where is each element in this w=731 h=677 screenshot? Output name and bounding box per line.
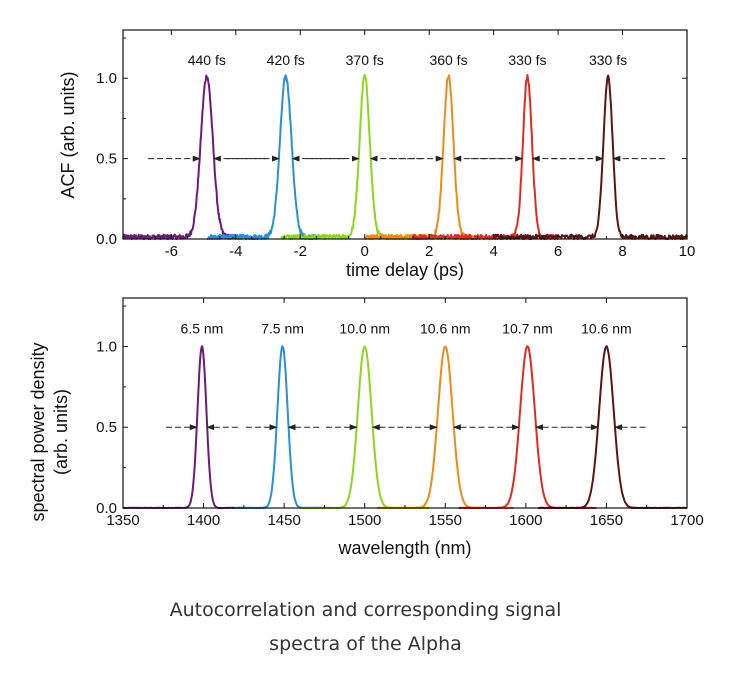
x-tick-label: 1400 — [187, 512, 220, 529]
peak-fwhm-label: 440 fs — [188, 52, 226, 68]
x-tick-label: 0 — [361, 243, 369, 260]
figure: 440 fs 420 fs 370 fs 360 fs 330 fs 330 fs -6-… — [28, 29, 704, 558]
peak-fwhm-label: 370 fs — [346, 52, 384, 68]
spectrum-x-axis-title: wavelength (nm) — [337, 538, 471, 558]
peak-fwhm-label: 7.5 nm — [261, 320, 304, 336]
peak-fwhm-label: 10.0 nm — [339, 320, 390, 336]
spectrum-axes: 1350 1400 1450 1500 1550 1600 1650 1700 0.0 0.5 1.… — [96, 297, 704, 529]
x-tick-label: 1600 — [509, 512, 542, 529]
x-tick-label: 1350 — [106, 512, 139, 529]
acf-peak-labels: 440 fs 420 fs 370 fs 360 fs 330 fs 330 fs — [188, 52, 627, 68]
x-tick-label: 10 — [679, 243, 696, 260]
x-tick-label: 1550 — [429, 512, 462, 529]
peak-fwhm-label: 330 fs — [508, 52, 546, 68]
spectrum-peak-labels: 6.5 nm 7.5 nm 10.0 nm 10.6 nm 10.7 nm 10.6 nm — [181, 320, 632, 336]
acf-x-axis-title: time delay (ps) — [346, 260, 464, 280]
spectrum-panel: 6.5 nm 7.5 nm 10.0 nm 10.6 nm 10.7 nm 10.6 nm… — [28, 297, 704, 558]
x-tick-label: -4 — [229, 243, 242, 260]
x-tick-label: -6 — [165, 243, 178, 260]
peak-fwhm-label: 10.6 nm — [581, 320, 632, 336]
spectrum-y-axis-title-line2: (arb. units) — [51, 389, 71, 475]
peak-fwhm-label: 330 fs — [589, 52, 627, 68]
peak-fwhm-label: 420 fs — [267, 52, 305, 68]
x-tick-label: 1450 — [267, 512, 300, 529]
series-line — [364, 74, 476, 240]
series-line — [537, 345, 688, 509]
x-tick-label: 8 — [618, 243, 626, 260]
x-tick-label: 1650 — [590, 512, 623, 529]
series-line — [412, 73, 560, 240]
y-tick-label: 1.0 — [96, 70, 117, 87]
spectrum-y-axis-title-line1: spectral power density — [28, 342, 48, 521]
acf-curves — [122, 73, 688, 240]
x-tick-label: 1500 — [348, 512, 381, 529]
peak-fwhm-label: 360 fs — [429, 52, 467, 68]
y-tick-label: 0.5 — [96, 151, 117, 168]
figure-caption-line1: Autocorrelation and corresponding signal — [169, 599, 562, 621]
peak-fwhm-label: 10.6 nm — [420, 320, 471, 336]
peak-fwhm-label: 6.5 nm — [181, 320, 224, 336]
series-line — [122, 74, 237, 240]
y-tick-label: 0.0 — [96, 500, 117, 517]
x-tick-label: 2 — [425, 243, 433, 260]
series-line — [206, 74, 321, 240]
y-tick-label: 0.5 — [96, 419, 117, 436]
x-tick-label: 4 — [489, 243, 497, 260]
y-tick-label: 1.0 — [96, 338, 117, 355]
acf-y-axis-title: ACF (arb. units) — [58, 71, 78, 198]
y-tick-label: 0.0 — [96, 231, 117, 248]
peak-fwhm-label: 10.7 nm — [502, 320, 553, 336]
x-tick-label: 1700 — [670, 512, 703, 529]
x-tick-label: -2 — [294, 243, 307, 260]
figure-caption-line2: spectra of the Alpha — [269, 633, 462, 655]
acf-axes: -6 -4 -2 0 2 4 6 8 10 0.0 0.5 1.0 — [96, 29, 696, 260]
acf-panel: 440 fs 420 fs 370 fs 360 fs 330 fs 330 fs -6-… — [58, 29, 696, 280]
plot-frame — [122, 29, 688, 240]
x-tick-label: 6 — [554, 243, 562, 260]
series-line — [280, 74, 437, 240]
